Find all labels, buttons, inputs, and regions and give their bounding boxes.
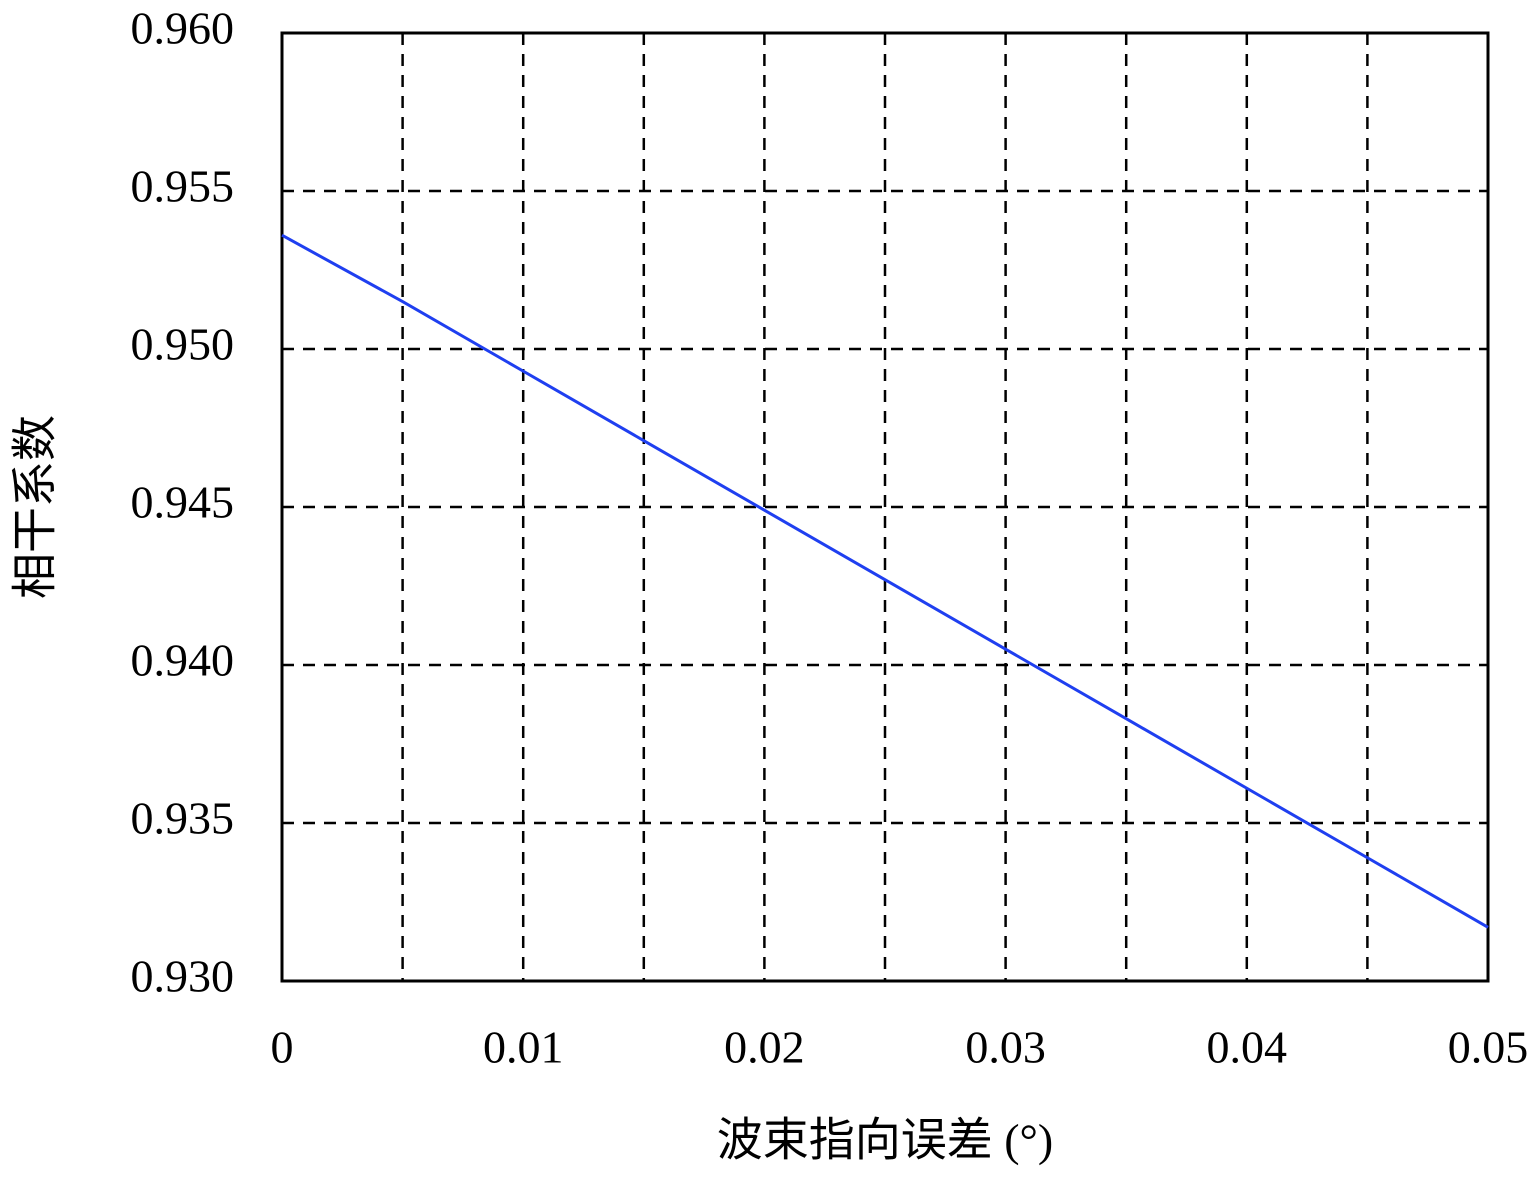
y-tick-label: 0.930: [131, 951, 235, 1002]
x-tick-label: 0.04: [1207, 1022, 1288, 1073]
x-tick-label: 0.01: [483, 1022, 564, 1073]
y-tick-label: 0.960: [131, 3, 235, 54]
x-tick-label: 0: [271, 1022, 294, 1073]
x-tick-label: 0.03: [965, 1022, 1046, 1073]
y-axis-label: 相干系数: [10, 415, 61, 599]
y-tick-label: 0.950: [131, 319, 235, 370]
x-tick-label: 0.02: [724, 1022, 805, 1073]
line-series: [281, 233, 1489, 929]
y-tick-label: 0.955: [131, 161, 235, 212]
x-tick-label: 0.05: [1448, 1022, 1529, 1073]
x-axis-label: 波束指向误差 (°): [717, 1115, 1054, 1166]
y-tick-label: 0.935: [131, 793, 235, 844]
plot-frame: [280, 31, 1490, 983]
y-tick-label: 0.945: [131, 477, 235, 528]
y-tick-label: 0.940: [131, 635, 235, 686]
